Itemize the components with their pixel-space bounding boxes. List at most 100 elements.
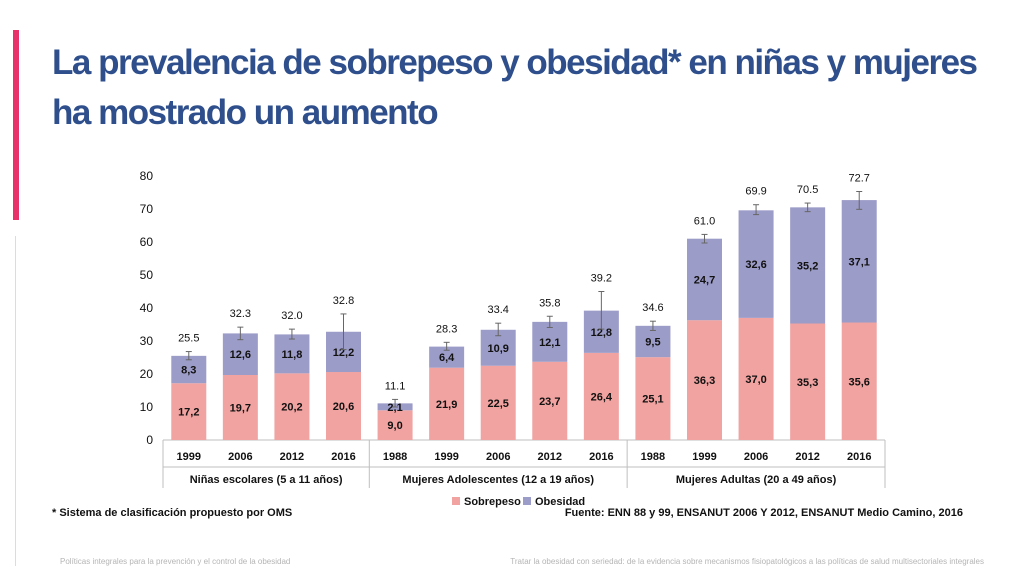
footer-left: Políticas integrales para la prevención … [60, 557, 291, 566]
footnote: * Sistema de clasificación propuesto por… [52, 507, 293, 519]
data-label-obesidad: 10,9 [488, 343, 509, 355]
legend-label-sobrepeso: Sobrepeso [464, 496, 521, 508]
total-label: 11.1 [385, 380, 406, 392]
x-tick-label: 2006 [486, 451, 510, 463]
total-label: 39.2 [591, 273, 612, 285]
y-tick-label: 10 [140, 400, 154, 414]
data-label-sobrepeso: 36,3 [694, 375, 715, 387]
group-label: Mujeres Adultas (20 a 49 años) [676, 474, 837, 486]
data-label-obesidad: 12,6 [230, 349, 251, 361]
bar-sobrepeso [635, 357, 671, 440]
bar-sobrepeso [790, 323, 826, 440]
total-label: 28.3 [436, 323, 457, 335]
x-tick-label: 1988 [641, 451, 665, 463]
footer-right: Tratar la obesidad con seriedad: de la e… [510, 557, 984, 566]
bar-obesidad [274, 334, 310, 374]
x-tick-label: 2012 [538, 451, 562, 463]
total-label: 70.5 [797, 184, 818, 196]
data-label-sobrepeso: 35,3 [797, 377, 818, 389]
x-tick-label: 2016 [847, 451, 871, 463]
data-label-obesidad: 35,2 [797, 260, 818, 272]
x-tick-label: 2016 [589, 451, 613, 463]
y-tick-label: 60 [140, 235, 154, 249]
total-label: 61.0 [694, 215, 715, 227]
bar-obesidad [790, 207, 826, 324]
slide-title: La prevalencia de sobrepeso y obesidad* … [52, 43, 978, 132]
data-label-sobrepeso: 20,2 [281, 402, 302, 414]
bar-obesidad [222, 333, 258, 375]
data-label-obesidad: 32,6 [745, 259, 766, 271]
y-tick-label: 70 [140, 202, 154, 216]
data-label-sobrepeso: 25,1 [642, 394, 663, 406]
y-tick-label: 30 [140, 334, 154, 348]
x-tick-label: 2016 [331, 451, 355, 463]
divider-line [15, 236, 16, 566]
bar-obesidad [429, 346, 465, 368]
total-label: 32.0 [281, 310, 302, 322]
x-tick-label: 1999 [434, 451, 458, 463]
data-label-sobrepeso: 17,2 [178, 407, 199, 419]
stacked-bar-chart: 0 10 20 30 40 50 60 70 80 Niñas escolares (5 a 11… [140, 169, 886, 508]
bar-obesidad [687, 238, 722, 321]
x-tick-label: 1999 [177, 451, 201, 463]
data-label-sobrepeso: 9,0 [387, 420, 402, 432]
x-tick-label: 2012 [280, 451, 304, 463]
data-label-sobrepeso: 37,0 [745, 374, 766, 386]
bar-sobrepeso [583, 352, 619, 440]
x-tick-label: 2006 [228, 451, 252, 463]
y-tick-label: 40 [140, 301, 154, 315]
bar-sobrepeso [274, 373, 310, 440]
bar-obesidad [532, 321, 568, 362]
total-label: 33.4 [488, 304, 509, 316]
group-label: Niñas escolares (5 a 11 años) [190, 474, 343, 486]
data-label-obesidad: 11,8 [282, 349, 303, 361]
data-label-obesidad: 12,1 [539, 337, 560, 349]
data-label-sobrepeso: 26,4 [591, 391, 613, 403]
total-label: 69.9 [745, 186, 766, 198]
total-label: 32.8 [333, 295, 354, 307]
bar-obesidad [841, 200, 877, 323]
data-label-obesidad: 8,3 [181, 365, 196, 377]
y-tick-label: 80 [140, 169, 154, 183]
bar-sobrepeso [532, 361, 568, 440]
total-label: 35.8 [539, 297, 560, 309]
legend-swatch-sobrepeso [452, 497, 460, 505]
bar-sobrepeso [841, 322, 877, 440]
total-label: 32.3 [230, 308, 251, 320]
bar-sobrepeso [429, 367, 465, 440]
data-label-obesidad: 12,8 [591, 327, 612, 339]
y-tick-label: 0 [146, 433, 153, 447]
bar-sobrepeso [326, 372, 361, 440]
x-tick-label: 2012 [795, 451, 819, 463]
bar-sobrepeso [377, 410, 413, 440]
data-label-sobrepeso: 19,7 [230, 402, 251, 414]
bar-sobrepeso [222, 374, 258, 440]
data-label-obesidad: 24,7 [694, 274, 715, 286]
group-label: Mujeres Adolescentes (12 a 19 años) [402, 474, 594, 486]
x-tick-label: 1999 [692, 451, 716, 463]
data-label-obesidad: 2,1 [387, 402, 402, 414]
bar-sobrepeso [687, 320, 722, 440]
bar-sobrepeso [480, 365, 516, 440]
total-label: 25.5 [178, 333, 199, 345]
bar-obesidad [171, 355, 207, 384]
x-tick-label: 2006 [744, 451, 768, 463]
data-label-obesidad: 6,4 [439, 352, 455, 364]
data-label-sobrepeso: 35,6 [849, 376, 870, 388]
data-label-obesidad: 37,1 [849, 256, 870, 268]
bar-sobrepeso [738, 317, 774, 440]
data-label-sobrepeso: 20,6 [333, 401, 354, 413]
y-tick-label: 50 [140, 268, 154, 282]
x-tick-label: 1988 [383, 451, 407, 463]
y-tick-label: 20 [140, 367, 154, 381]
data-label-obesidad: 12,2 [333, 347, 354, 359]
accent-bar [13, 30, 19, 220]
legend-label-obesidad: Obesidad [535, 496, 585, 508]
data-label-sobrepeso: 23,7 [539, 396, 560, 408]
legend-swatch-obesidad [523, 497, 531, 505]
bar-obesidad [738, 210, 774, 318]
bar-obesidad [635, 325, 671, 358]
total-label: 34.6 [642, 302, 663, 314]
source-note: Fuente: ENN 88 y 99, ENSANUT 2006 Y 2012… [564, 507, 963, 519]
data-label-obesidad: 9,5 [645, 336, 660, 348]
